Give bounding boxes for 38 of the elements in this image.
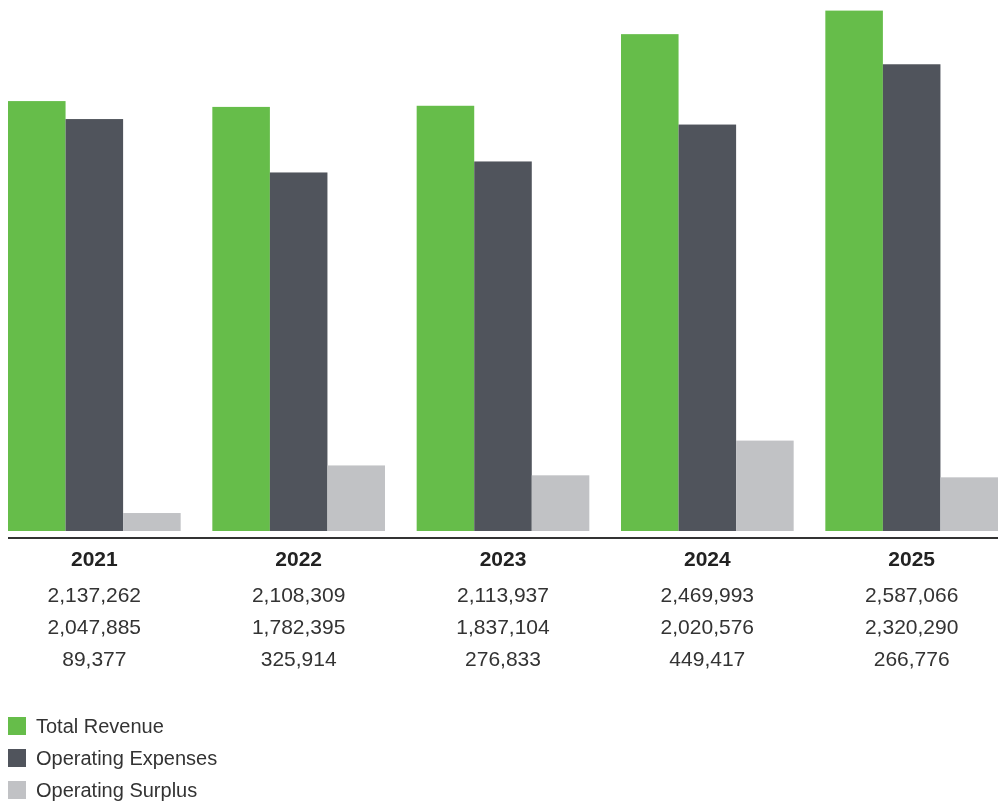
x-tick-label: 2024 [683, 546, 732, 570]
legend-label: Total Revenue [36, 715, 164, 737]
data-label: 449,417 [669, 646, 746, 670]
data-label: 2,020,576 [660, 614, 755, 638]
data-label: 2,113,937 [457, 582, 549, 606]
bar [882, 64, 941, 531]
data-label: 276,833 [465, 646, 541, 670]
x-tick-label: 2023 [479, 546, 527, 570]
data-label: 266,776 [873, 646, 950, 670]
bar [269, 172, 328, 531]
x-tick-label: 2025 [888, 546, 936, 570]
data-label: 2,320,290 [864, 614, 959, 638]
data-label: 2,108,309 [251, 582, 346, 606]
data-label: 2,469,993 [660, 582, 755, 606]
bar [474, 161, 532, 531]
x-tick-label: 2022 [275, 546, 323, 570]
legend-label: Operating Expenses [36, 747, 218, 769]
bar [940, 477, 998, 531]
bar [327, 465, 385, 531]
legend-label: Operating Surplus [36, 779, 198, 801]
bar [65, 119, 124, 531]
bar [736, 440, 794, 531]
bar [678, 124, 737, 531]
bar [531, 475, 590, 531]
bar [416, 105, 475, 531]
data-label: 1,782,395 [251, 614, 346, 638]
bar [621, 34, 679, 531]
bar [212, 106, 270, 531]
data-label: 89,377 [62, 646, 127, 670]
data-label: 2,047,885 [47, 614, 142, 638]
data-label: 2,587,066 [864, 582, 959, 606]
bar [825, 10, 883, 531]
bar [123, 513, 181, 531]
bar [8, 101, 66, 531]
data-label: 325,914 [260, 646, 337, 670]
data-label: 2,137,262 [47, 582, 142, 606]
x-tick-label: 2021 [70, 546, 119, 570]
data-label: 1,837,104 [456, 614, 551, 638]
